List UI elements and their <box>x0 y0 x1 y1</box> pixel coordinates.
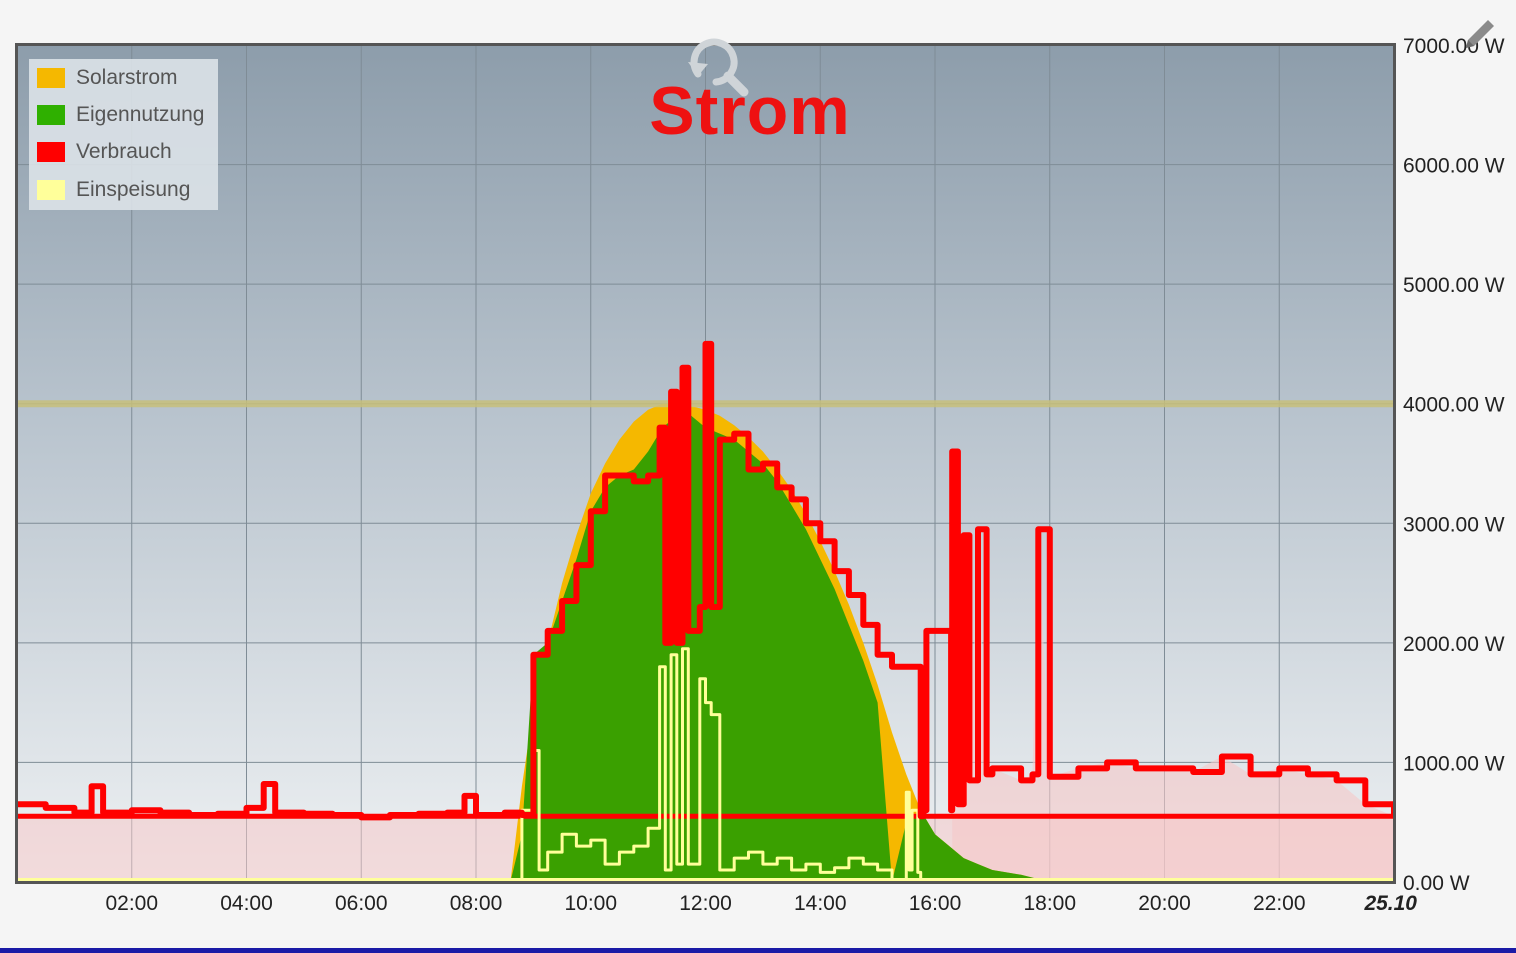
legend-swatch <box>37 105 65 125</box>
x-tick-label: 04:00 <box>220 892 273 915</box>
y-tick-label: 4000.00 W <box>1403 394 1505 417</box>
x-tick-label: 14:00 <box>794 892 847 915</box>
x-tick-label: 22:00 <box>1253 892 1306 915</box>
legend-label: Einspeisung <box>76 178 191 201</box>
magnifier-reset-icon[interactable] <box>680 32 752 100</box>
legend-item-solarstrom[interactable]: Solarstrom <box>37 63 178 93</box>
x-tick-label: 18:00 <box>1023 892 1076 915</box>
legend-swatch <box>37 68 65 88</box>
legend-item-eigennutzung[interactable]: Eigennutzung <box>37 100 204 130</box>
legend-item-verbrauch[interactable]: Verbrauch <box>37 137 172 167</box>
x-tick-label: 20:00 <box>1138 892 1191 915</box>
x-tick-label: 10:00 <box>564 892 617 915</box>
y-tick-label: 3000.00 W <box>1403 513 1505 536</box>
legend: Solarstrom Eigennutzung Verbrauch Einspe… <box>29 59 218 210</box>
x-tick-label: 12:00 <box>679 892 732 915</box>
x-tick-label: 16:00 <box>909 892 962 915</box>
series-line-verbrauch <box>17 340 1394 821</box>
y-tick-label: 5000.00 W <box>1403 274 1505 297</box>
legend-item-einspeisung[interactable]: Einspeisung <box>37 175 190 205</box>
x-tick-label: 08:00 <box>450 892 503 915</box>
legend-label: Verbrauch <box>76 140 172 163</box>
y-tick-label: 2000.00 W <box>1403 633 1505 656</box>
series-line-einspeisung <box>510 647 927 882</box>
legend-label: Eigennutzung <box>76 103 205 126</box>
y-tick-label: 1000.00 W <box>1403 752 1505 775</box>
legend-swatch <box>37 180 65 200</box>
y-tick-label: 6000.00 W <box>1403 155 1505 178</box>
x-tick-label: 02:00 <box>105 892 158 915</box>
legend-swatch <box>37 142 65 162</box>
chart-title: Strom <box>649 73 851 149</box>
y-tick-label: 7000.00 W <box>1403 35 1505 58</box>
pencil-icon[interactable] <box>1460 14 1500 54</box>
x-tick-label-date: 25.10 <box>1363 892 1417 915</box>
y-tick-label: 0.00 W <box>1403 872 1470 895</box>
series-area-eigennutzung <box>510 415 1050 882</box>
x-tick-label: 06:00 <box>335 892 388 915</box>
legend-label: Solarstrom <box>76 66 178 89</box>
bottom-bar <box>0 948 1516 953</box>
